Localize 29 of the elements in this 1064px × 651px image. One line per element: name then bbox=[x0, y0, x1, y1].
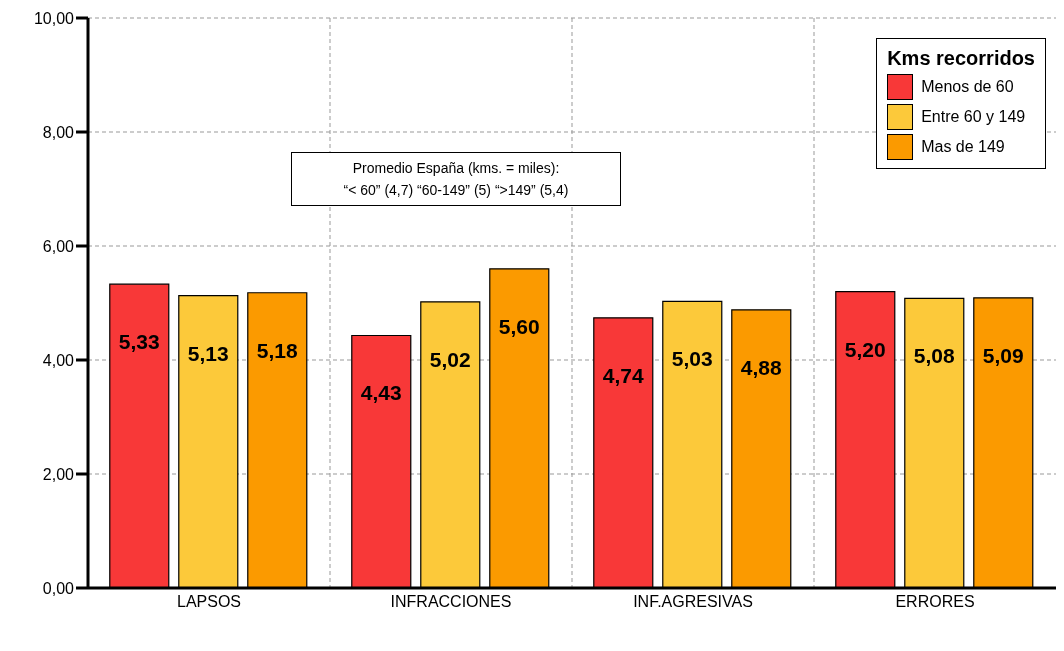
data-label: 5,18 bbox=[256, 338, 299, 362]
data-label: 5,20 bbox=[844, 337, 886, 361]
data-label: 5,02 bbox=[429, 347, 471, 371]
data-label: 4,88 bbox=[740, 355, 783, 379]
x-tick-label: LAPSOS bbox=[176, 593, 242, 611]
y-tick-label: 6,00 bbox=[42, 237, 75, 255]
y-tick-label: 2,00 bbox=[42, 465, 75, 483]
x-tick-label: INF.AGRESIVAS bbox=[633, 593, 753, 611]
y-tick-label: 10,00 bbox=[33, 9, 75, 27]
y-tick-label: 4,00 bbox=[42, 351, 75, 369]
data-label: 5,08 bbox=[913, 344, 956, 368]
annotation: “< 60” (4,7) “60-149” (5) “>149” (5,4) bbox=[342, 181, 570, 200]
data-label: 5,33 bbox=[118, 330, 160, 354]
x-tick-label: INFRACCIONES bbox=[390, 593, 512, 611]
legend-label: Menos de 60 bbox=[920, 77, 1015, 97]
text-box: Promedio España (kms. = miles): “< 60” (4,7) “60-149” (5) “>149” (5,4) bbox=[291, 152, 621, 206]
x-tick-label: ERRORES bbox=[895, 593, 975, 611]
legend-label: Mas de 149 bbox=[920, 137, 1006, 157]
data-label: 5,60 bbox=[498, 314, 540, 338]
annotation: Promedio España (kms. = miles): bbox=[351, 159, 561, 178]
data-label: 5,09 bbox=[982, 343, 1024, 367]
data-label: 4,43 bbox=[360, 381, 402, 405]
y-tick-label: 0,00 bbox=[42, 579, 75, 597]
legend-label: Entre 60 y 149 bbox=[920, 107, 1027, 127]
y-tick-label: 8,00 bbox=[42, 123, 75, 141]
data-label: 5,03 bbox=[671, 347, 713, 371]
data-label: 5,13 bbox=[187, 341, 229, 365]
data-label: 4,74 bbox=[602, 363, 645, 387]
legend-title: Kms recorridos bbox=[887, 47, 1035, 70]
